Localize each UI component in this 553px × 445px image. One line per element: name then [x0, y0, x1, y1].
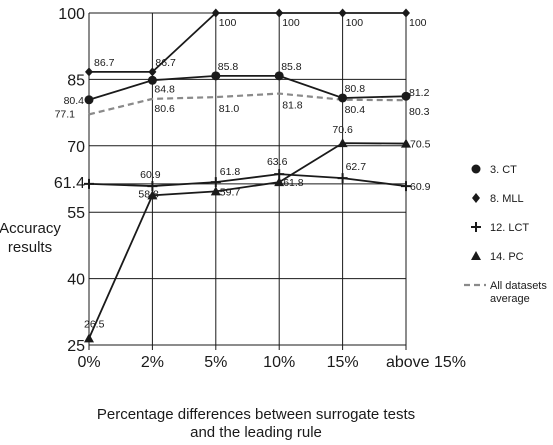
data-label-12-lct-5: 60.9	[410, 181, 431, 193]
x-tick-label-1: 2%	[141, 354, 164, 371]
point-8-mll-0	[85, 67, 93, 77]
point-14-pc-0	[84, 333, 94, 343]
circle-marker-icon	[471, 164, 481, 174]
point-14-pc-5	[401, 138, 411, 148]
data-label-all-datasets-average-1: 80.6	[154, 103, 175, 115]
point-14-pc-2	[210, 186, 221, 196]
x-axis-title-line-2: and the leading rule	[190, 424, 322, 441]
x-tick-label-3: 10%	[263, 354, 295, 371]
point-12-lct-3	[274, 169, 285, 180]
y-tick-label-0: 25	[67, 338, 85, 355]
point-12-lct-4	[337, 173, 348, 184]
data-label-all-datasets-average-2: 81.0	[219, 103, 240, 115]
triangle-marker-icon	[471, 251, 481, 260]
point-3-ct-4	[338, 93, 348, 103]
y-axis-title-line-1: Accuracy	[0, 220, 61, 237]
diamond-marker-icon	[472, 193, 480, 203]
data-label-8-mll-4: 100	[346, 17, 364, 29]
series-line-3-ct	[88, 74, 407, 101]
legend-item-avg: All datasets average	[464, 280, 547, 305]
point-12-lct-0	[84, 178, 94, 189]
y-axis-title-line-2: results	[8, 239, 52, 256]
data-label-3-ct-0: 80.4	[64, 95, 85, 107]
data-label-all-datasets-average-5: 80.3	[409, 106, 430, 118]
data-label-3-ct-1: 84.8	[154, 83, 175, 95]
data-label-14-pc-3: 61.8	[283, 177, 304, 189]
point-8-mll-2	[211, 8, 220, 18]
legend-label-avg-line-2: average	[490, 293, 530, 305]
y-tick-label-1: 40	[67, 272, 85, 289]
legend-label-mll: 8. MLL	[490, 193, 524, 205]
data-label-14-pc-0: 26.5	[84, 318, 105, 330]
data-label-3-ct-3: 85.8	[281, 61, 302, 73]
series-line-12-lct	[88, 173, 407, 187]
y-tick-label-2: 55	[67, 205, 85, 222]
y-axis-ticks: 25 40 55 61.4 70 85 100	[54, 6, 85, 355]
point-3-ct-0	[84, 95, 94, 105]
data-label-8-mll-1: 86.7	[155, 57, 176, 69]
point-14-pc-4	[337, 138, 348, 148]
point-12-lct-5	[401, 181, 411, 192]
point-8-mll-4	[338, 8, 347, 18]
y-tick-label-4: 70	[67, 139, 85, 156]
legend-item-ct: 3. CT	[471, 164, 517, 176]
y-tick-label-6: 100	[58, 6, 85, 23]
series-line-all-datasets-average	[88, 92, 407, 116]
x-axis-ticks: 0% 2% 5% 10% 15% above 15%	[77, 354, 466, 371]
legend-label-avg-line-1: All datasets	[490, 280, 547, 292]
data-label-12-lct-2: 61.8	[220, 166, 241, 178]
data-label-14-pc-4: 70.6	[332, 124, 353, 136]
data-label-3-ct-5: 81.2	[409, 87, 430, 99]
legend-label-lct: 12. LCT	[490, 222, 529, 234]
x-tick-label-5: above 15%	[386, 354, 466, 371]
data-label-14-pc-5: 70.5	[410, 139, 431, 151]
legend-label-pc: 14. PC	[490, 251, 524, 263]
data-label-12-lct-1: 60.9	[140, 169, 161, 181]
legend-item-lct: 12. LCT	[471, 222, 529, 234]
data-label-8-mll-0: 86.7	[94, 57, 115, 69]
point-14-pc-1	[147, 190, 158, 200]
legend: 3. CT 8. MLL 12. LCT 14. PC All datasets…	[464, 164, 547, 305]
series-lines	[88, 12, 407, 339]
legend-item-mll: 8. MLL	[472, 193, 524, 205]
point-8-mll-3	[275, 8, 284, 18]
series-line-8-mll	[89, 12, 406, 73]
legend-label-ct: 3. CT	[490, 164, 517, 176]
point-12-lct-1	[147, 181, 158, 192]
x-tick-label-4: 15%	[327, 354, 359, 371]
point-8-mll-5	[402, 8, 410, 18]
data-label-12-lct-3: 63.6	[267, 156, 288, 168]
y-tick-label-3: 61.4	[54, 175, 85, 192]
plus-marker-icon	[471, 222, 481, 232]
point-3-ct-1	[147, 75, 157, 85]
series-markers	[84, 8, 411, 343]
data-label-8-mll-5: 100	[409, 17, 427, 29]
point-14-pc-3	[274, 177, 285, 187]
data-label-all-datasets-average-4: 80.4	[345, 104, 366, 116]
series-line-14-pc	[88, 142, 407, 339]
data-label-14-pc-2: 59.7	[220, 186, 241, 198]
point-8-mll-1	[148, 67, 157, 77]
data-label-8-mll-3: 100	[282, 17, 300, 29]
data-label-12-lct-4: 62.7	[346, 161, 367, 173]
point-12-lct-2	[210, 177, 221, 188]
data-label-14-pc-1: 58.8	[138, 188, 159, 200]
point-3-ct-5	[401, 91, 411, 101]
point-3-ct-2	[211, 71, 221, 81]
data-label-3-ct-2: 85.8	[218, 61, 239, 73]
data-label-all-datasets-average-0: 77.1	[55, 108, 76, 120]
legend-item-pc: 14. PC	[471, 251, 524, 263]
data-label-8-mll-2: 100	[219, 17, 237, 29]
x-tick-label-2: 5%	[204, 354, 227, 371]
data-labels: 77.1 80.6 81.0 81.8 80.4 80.3 26.5 58.8 59.7 61.8…	[55, 17, 431, 330]
data-label-3-ct-4: 80.8	[345, 83, 366, 95]
y-tick-label-5: 85	[67, 72, 85, 89]
point-3-ct-3	[274, 71, 284, 81]
grid	[88, 12, 407, 350]
x-tick-label-0: 0%	[77, 354, 100, 371]
x-axis-title-line-1: Percentage differences between surrogate…	[97, 406, 415, 423]
data-label-all-datasets-average-3: 81.8	[282, 100, 303, 112]
